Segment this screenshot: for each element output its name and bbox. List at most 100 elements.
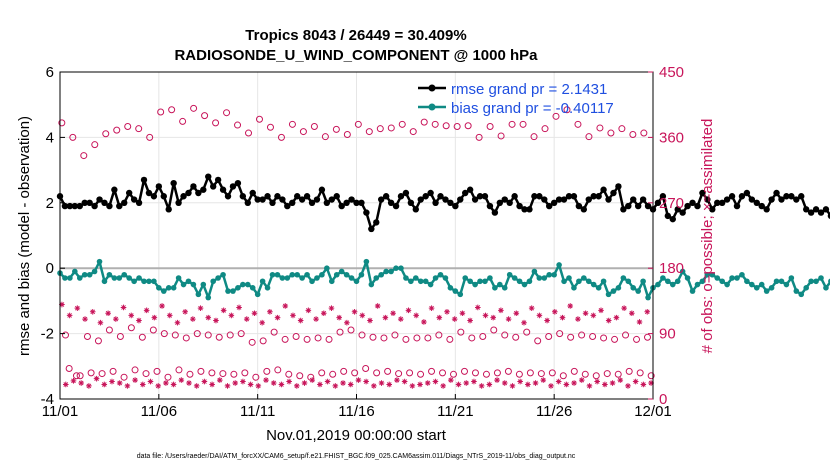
rmse-point [620, 206, 627, 213]
obs-assimilated-point [105, 310, 111, 317]
bias-point [823, 285, 829, 291]
rmse-point [368, 225, 375, 233]
obs-assimilated-point [498, 307, 504, 314]
obs-possible-point [468, 334, 476, 342]
obs-possible-point [497, 132, 505, 140]
rmse-point [506, 199, 513, 206]
obs-possible-point [248, 338, 256, 346]
rmse-point [392, 202, 400, 210]
rmse-point [694, 202, 701, 210]
rmse-point [511, 193, 518, 200]
rmse-point [486, 202, 494, 210]
bias-point [398, 265, 404, 272]
bias-point [719, 278, 725, 285]
obs-assimilated-point [320, 310, 327, 317]
bias-point [338, 268, 345, 275]
obs-assimilated-point [97, 319, 104, 326]
obs-assimilated-point [417, 381, 423, 388]
rmse-point [165, 206, 172, 213]
obs-possible-point [611, 335, 619, 343]
obs-assimilated-point [290, 312, 296, 319]
obs-possible-point [193, 330, 201, 338]
rmse-point [718, 199, 726, 206]
obs-possible-point [464, 122, 472, 130]
rmse-point [699, 189, 706, 197]
bias-point [156, 285, 162, 291]
rmse-point [239, 193, 247, 200]
rmse-point [358, 199, 365, 206]
obs-assimilated-point [494, 377, 500, 383]
bias-point [190, 281, 197, 288]
obs-possible-point [534, 337, 542, 345]
obs-assimilated-point [139, 381, 146, 388]
chart-title: Tropics 8043 / 26449 = 30.409% [245, 27, 466, 44]
obs-assimilated-point [390, 310, 396, 317]
rmse-point [106, 202, 113, 210]
obs-possible-point [373, 369, 381, 377]
bias-point [160, 288, 167, 294]
bias-point [768, 285, 775, 291]
obs-possible-point [526, 369, 534, 377]
bias-point [136, 275, 142, 281]
obs-assimilated-point [155, 383, 161, 389]
rmse-point [471, 196, 479, 203]
bias-point [585, 278, 592, 285]
obs-assimilated-point [309, 377, 316, 383]
rmse-point [294, 193, 301, 200]
obs-assimilated-point [274, 314, 281, 321]
rmse-point [728, 193, 736, 200]
legend-rmse-marker [428, 84, 436, 92]
obs-possible-point [105, 326, 113, 334]
obs-assimilated-point [532, 380, 539, 386]
obs-possible-point [424, 334, 432, 342]
bias-point [482, 278, 488, 285]
obs-assimilated-point [444, 309, 450, 315]
rmse-point [743, 189, 751, 197]
obs-possible-point [215, 333, 223, 341]
obs-possible-point [501, 331, 509, 339]
bias-point [566, 275, 572, 281]
obs-possible-point [76, 372, 84, 380]
obs-assimilated-point [552, 309, 558, 315]
obs-possible-point [208, 369, 216, 377]
obs-assimilated-point [448, 377, 454, 383]
rmse-point [140, 176, 148, 184]
bias-point [734, 275, 740, 281]
bias-point [511, 275, 518, 281]
bias-point [328, 278, 335, 285]
obs-possible-point [58, 119, 66, 127]
rmse-point [526, 206, 533, 213]
rmse-point [748, 196, 756, 203]
rmse-point [570, 193, 578, 200]
obs-assimilated-point [232, 380, 239, 386]
bias-point [462, 275, 469, 281]
obs-assimilated-point [317, 381, 323, 388]
obs-assimilated-point [301, 380, 308, 386]
obs-assimilated-point [336, 314, 342, 321]
rmse-point [481, 193, 489, 200]
obs-possible-point [409, 128, 417, 136]
rmse-point [664, 212, 672, 220]
obs-assimilated-point [629, 310, 635, 317]
rmse-point [289, 199, 296, 206]
obs-possible-point [552, 112, 560, 120]
rmse-point [733, 202, 741, 210]
obs-possible-point [146, 133, 154, 141]
rmse-point [550, 199, 558, 206]
rmse-point [323, 199, 331, 206]
obs-assimilated-point [386, 381, 393, 388]
obs-possible-point [563, 106, 571, 114]
obs-assimilated-point [113, 316, 119, 322]
obs-assimilated-point [332, 383, 339, 389]
rmse-point [546, 202, 553, 210]
data-marks [56, 104, 830, 389]
obs-possible-point [475, 133, 483, 141]
bias-point [81, 271, 88, 278]
bias-point [753, 285, 760, 291]
x-tick-label: 11/11 [240, 403, 275, 420]
obs-possible-point [171, 331, 179, 339]
bias-point [244, 281, 251, 288]
rmse-point [595, 193, 602, 200]
bias-point [175, 275, 182, 281]
bias-point [230, 288, 236, 294]
